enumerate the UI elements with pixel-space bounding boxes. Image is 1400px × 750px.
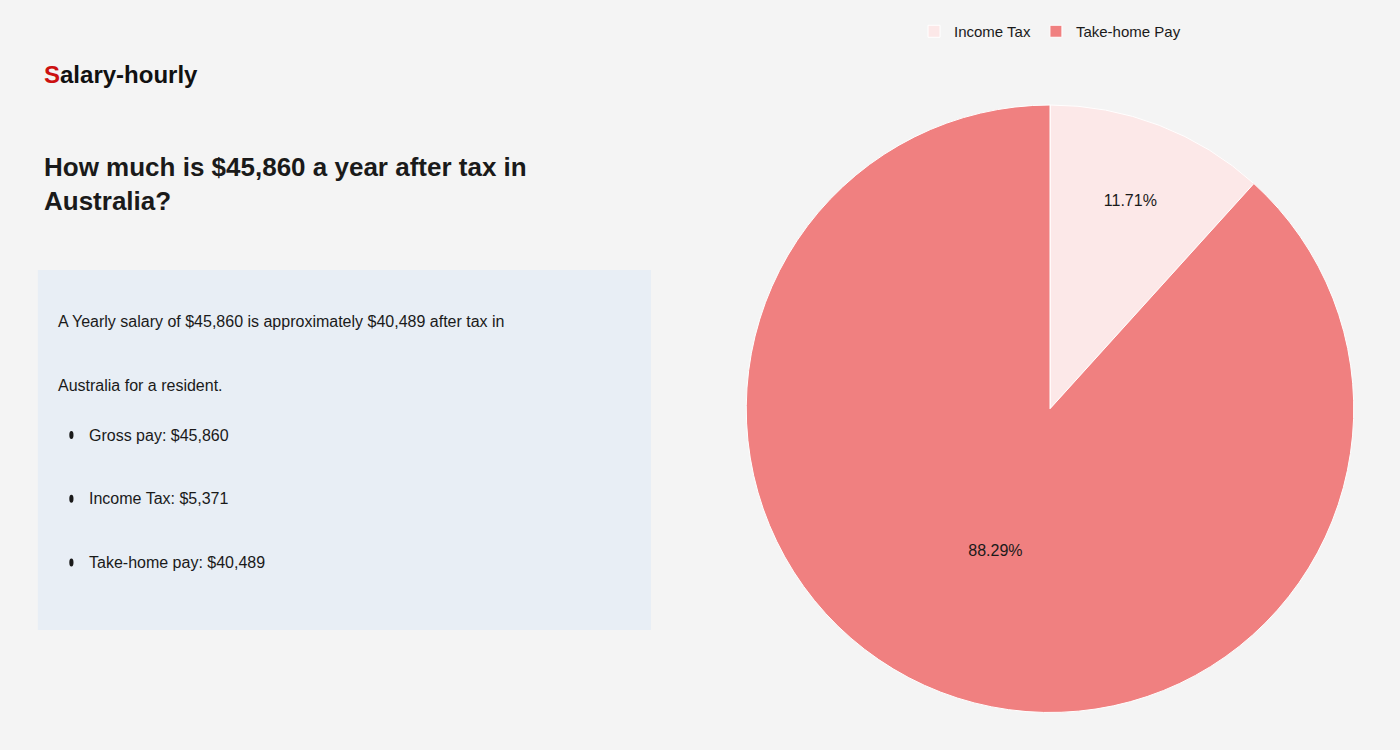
svg-text:Salary-hourly: Salary-hourly xyxy=(44,61,198,88)
svg-text:A Yearly salary of $45,860 is: A Yearly salary of $45,860 is approximat… xyxy=(58,313,505,330)
svg-text:How much is $45,860 a year aft: How much is $45,860 a year after tax inA… xyxy=(44,152,527,216)
svg-text:Australia for a resident.: Australia for a resident. xyxy=(58,377,223,394)
svg-text:Income Tax: Income Tax xyxy=(954,23,1031,40)
svg-text:Income Tax: $5,371: Income Tax: $5,371 xyxy=(89,490,228,507)
svg-text:Take-home Pay: Take-home Pay xyxy=(1076,23,1181,40)
svg-text:11.71%: 11.71% xyxy=(1104,192,1157,209)
svg-text:Take-home pay: $40,489: Take-home pay: $40,489 xyxy=(89,554,265,571)
svg-text:88.29%: 88.29% xyxy=(968,542,1022,559)
svg-text:Gross pay: $45,860: Gross pay: $45,860 xyxy=(89,427,229,444)
